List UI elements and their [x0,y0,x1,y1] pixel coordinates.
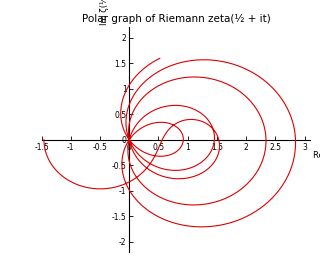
Text: Re ζ(½ + it): Re ζ(½ + it) [313,151,320,160]
Text: Im ζ(½ + it): Im ζ(½ + it) [100,0,109,25]
Title: Polar graph of Riemann zeta(½ + it): Polar graph of Riemann zeta(½ + it) [82,14,270,24]
